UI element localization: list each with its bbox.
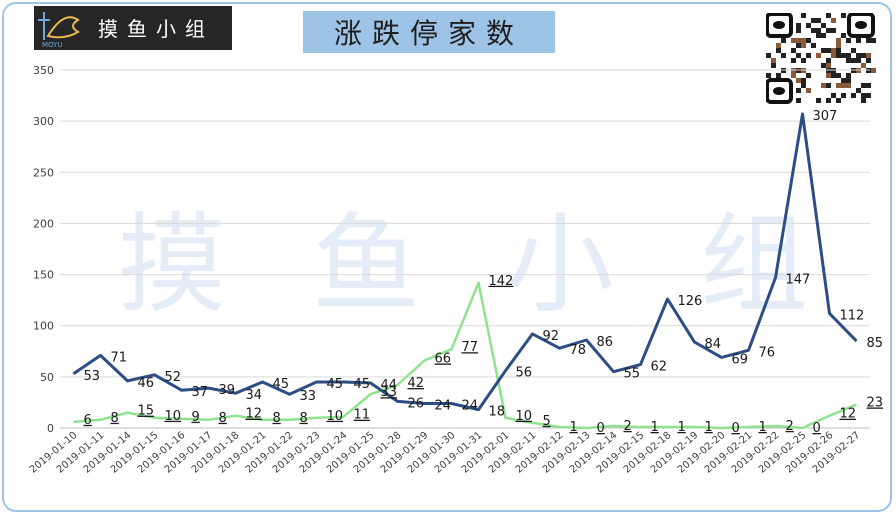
data-label: 44 — [381, 378, 398, 393]
y-tick-label: 250 — [33, 166, 54, 179]
data-label: 33 — [381, 385, 398, 400]
data-label: 2 — [624, 419, 632, 434]
data-label: 46 — [138, 376, 155, 391]
data-label: 66 — [435, 351, 452, 366]
data-label: 76 — [759, 345, 776, 360]
data-label: 34 — [246, 388, 263, 403]
y-tick-label: 100 — [33, 320, 54, 333]
data-label: 42 — [408, 376, 425, 391]
data-label: 11 — [354, 408, 371, 423]
data-label: 69 — [732, 352, 749, 367]
y-tick-label: 50 — [40, 371, 54, 384]
data-label: 142 — [489, 274, 514, 289]
data-label: 78 — [570, 343, 587, 358]
data-label: 0 — [732, 421, 740, 436]
data-label: 71 — [111, 350, 128, 365]
data-label: 92 — [543, 329, 560, 344]
data-label: 8 — [300, 411, 308, 426]
data-label: 86 — [597, 335, 614, 350]
brand-cn-label: 摸鱼小组 — [98, 17, 214, 41]
data-label: 52 — [165, 370, 182, 385]
data-label: 77 — [462, 340, 479, 355]
data-label: 56 — [516, 366, 533, 381]
data-label: 85 — [867, 336, 884, 351]
series-line-down — [73, 281, 857, 430]
data-label: 15 — [138, 404, 155, 419]
data-label: 39 — [219, 383, 236, 398]
data-label: 10 — [516, 409, 533, 424]
brand-logo: MOYU 摸鱼小组 — [34, 6, 232, 50]
data-label: 33 — [300, 389, 317, 404]
data-label: 6 — [84, 413, 92, 428]
data-label: 2 — [786, 419, 794, 434]
y-tick-label: 300 — [33, 115, 54, 128]
data-label: 1 — [570, 420, 578, 435]
data-label: 8 — [219, 411, 227, 426]
data-label: 84 — [705, 337, 722, 352]
data-label: 9 — [192, 410, 200, 425]
chart-title: 涨跌停家数 — [333, 17, 524, 50]
data-label: 147 — [786, 273, 811, 288]
data-label: 112 — [840, 308, 865, 323]
y-tick-label: 200 — [33, 217, 54, 230]
data-label: 45 — [327, 377, 344, 392]
data-label: 5 — [543, 414, 551, 429]
data-label: 24 — [435, 398, 452, 413]
x-tick-label: 2019-02-27 — [811, 430, 863, 476]
data-label: 62 — [651, 360, 668, 375]
data-label: 0 — [813, 421, 821, 436]
data-label: 0 — [597, 421, 605, 436]
data-label: 45 — [354, 377, 371, 392]
data-label: 24 — [462, 398, 479, 413]
data-label: 1 — [705, 420, 713, 435]
data-label: 26 — [408, 396, 425, 411]
fish-logo-icon: MOYU 摸鱼小组 — [38, 12, 214, 49]
y-tick-label: 0 — [47, 422, 54, 435]
data-label: 45 — [273, 377, 290, 392]
data-label: 37 — [192, 385, 209, 400]
data-label: 53 — [84, 369, 101, 384]
title-banner: 涨跌停家数 — [303, 11, 555, 53]
series-line-up — [72, 112, 858, 412]
y-tick-label: 150 — [33, 269, 54, 282]
data-label: 8 — [111, 411, 119, 426]
data-label: 307 — [813, 109, 838, 124]
data-label: 23 — [867, 395, 884, 410]
data-label: 18 — [489, 405, 506, 420]
brand-en-label: MOYU — [42, 41, 63, 49]
data-label: 55 — [624, 367, 641, 382]
data-label: 12 — [246, 407, 263, 422]
data-label: 10 — [165, 409, 182, 424]
data-label: 10 — [327, 409, 344, 424]
qr-code-icon — [765, 12, 876, 105]
data-label: 1 — [678, 420, 686, 435]
data-label: 1 — [651, 420, 659, 435]
data-label: 126 — [678, 294, 703, 309]
data-label: 1 — [759, 420, 767, 435]
data-label: 8 — [273, 411, 281, 426]
data-label: 12 — [840, 407, 857, 422]
y-tick-label: 350 — [33, 64, 54, 77]
